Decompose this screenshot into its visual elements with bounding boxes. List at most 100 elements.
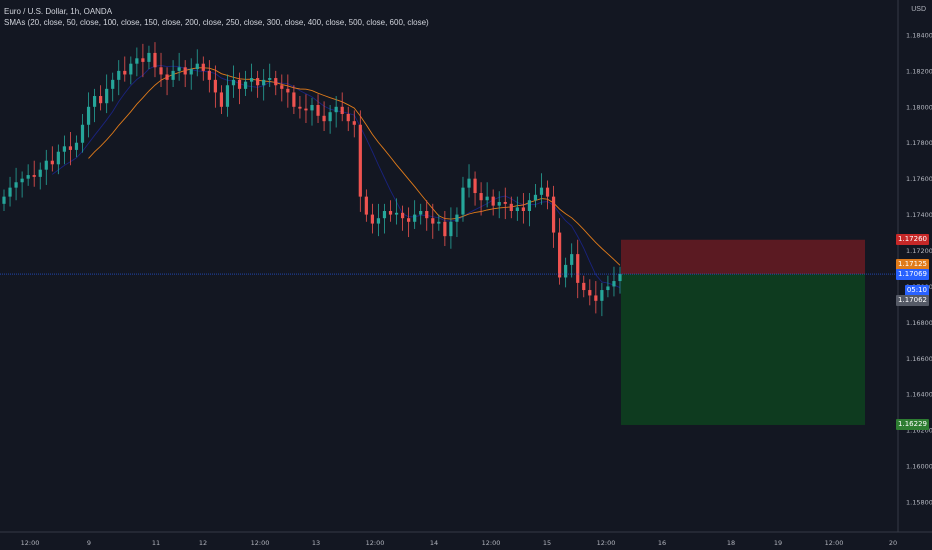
candle-body [262, 79, 266, 86]
candle-body [165, 74, 169, 80]
candle-body [256, 78, 260, 86]
candle-body [461, 187, 465, 215]
candle-body [370, 214, 374, 224]
time-tick: 15 [543, 539, 551, 547]
price-tick: 1.15800 [906, 499, 932, 507]
candle-body [62, 146, 66, 152]
candle-body [564, 264, 568, 278]
take-profit-zone [621, 274, 865, 425]
candle-body [201, 63, 205, 71]
candle-body [237, 79, 242, 89]
candle-body [99, 96, 103, 104]
candle-body [443, 221, 447, 237]
price-tick: 1.17200 [906, 247, 932, 255]
candle-body [135, 58, 139, 64]
candle-body [225, 85, 230, 107]
candle-body [86, 106, 91, 125]
candle-body [376, 218, 381, 224]
candle-body [123, 70, 127, 75]
candle-body [92, 96, 97, 107]
candle-body [497, 202, 501, 206]
candle-body [382, 211, 387, 219]
time-tick: 20 [889, 539, 897, 547]
price-tag[interactable]: 1.17062 [896, 295, 929, 307]
candle-body [521, 207, 525, 212]
price-tag[interactable]: 05:10 [904, 284, 929, 296]
candle-body [407, 218, 411, 222]
candle-body [159, 67, 163, 75]
price-tick: 1.16800 [906, 319, 932, 327]
candle-body [310, 105, 314, 111]
candle-body [213, 79, 217, 93]
candle-body [491, 196, 495, 206]
time-tick: 9 [87, 539, 91, 547]
candle-body [503, 202, 507, 204]
candle-body [44, 160, 48, 170]
candle-body [539, 187, 544, 195]
candle-body [322, 115, 326, 122]
candle-body [32, 175, 36, 177]
indicator-title[interactable]: SMAs (20, close, 50, close, 100, close, … [4, 18, 429, 27]
time-axis[interactable]: 12:00 9 11 12 12:00 13 12:00 14 12:00 15 12:00 16 18… [21, 539, 898, 547]
time-tick: 12:00 [597, 539, 616, 547]
price-tag[interactable]: 1.17069 [896, 268, 929, 280]
candle-body [171, 70, 175, 80]
time-tick: 12 [199, 539, 207, 547]
candle-body [479, 193, 483, 201]
candle-body [388, 211, 393, 215]
candle-body [129, 63, 133, 75]
candle-body [394, 212, 399, 215]
symbol-title[interactable]: Euro / U.S. Dollar, 1h, OANDA [4, 7, 113, 16]
sma-slow-line [88, 67, 621, 266]
price-tag[interactable]: 1.17125 [896, 258, 929, 270]
candle-body [582, 282, 586, 291]
candle-body [334, 106, 338, 113]
candle-body [328, 112, 332, 122]
time-tick: 16 [658, 539, 666, 547]
candle-body [2, 196, 6, 204]
candle-body [606, 286, 610, 291]
candle-body [400, 212, 405, 219]
price-tick: 1.16600 [906, 355, 932, 363]
candle-body [431, 218, 435, 224]
candle-body [74, 142, 79, 150]
candle-body [14, 182, 18, 188]
time-tick: 11 [152, 539, 160, 547]
candle-body [105, 88, 109, 104]
candle-body [588, 290, 592, 296]
price-tag[interactable]: 1.17260 [896, 234, 929, 246]
stop-loss-zone [621, 239, 865, 275]
candle-body [340, 106, 344, 114]
candle-body [485, 196, 489, 201]
time-tick: 12:00 [21, 539, 40, 547]
candle-body [298, 106, 302, 109]
candle-body [147, 52, 151, 62]
candle-body [38, 169, 42, 177]
price-axis[interactable]: 1.15800 1.16000 1.16200 1.16400 1.16600 1.168… [906, 31, 932, 506]
candle-body [449, 221, 453, 237]
candle-body [364, 196, 368, 215]
candle-body [292, 92, 296, 107]
candle-body [473, 178, 477, 194]
candle-body [594, 295, 598, 301]
candle-body [177, 67, 181, 71]
price-tick: 1.18400 [906, 31, 932, 39]
candle-body [68, 146, 73, 150]
candle-body [250, 78, 254, 82]
candle-body [8, 187, 12, 197]
currency-label[interactable]: USD [911, 6, 926, 13]
time-tick: 12:00 [251, 539, 270, 547]
price-tick: 1.18200 [906, 67, 932, 75]
price-tag[interactable]: 1.16229 [896, 419, 929, 431]
candle-body [545, 187, 550, 197]
candle-body [437, 221, 441, 224]
candle-body [153, 52, 157, 68]
candle-body [183, 67, 187, 75]
time-tick: 18 [727, 539, 735, 547]
candle-body [56, 151, 60, 165]
candle-body [612, 281, 616, 287]
time-tick: 19 [774, 539, 782, 547]
candle-body [80, 124, 85, 143]
short-position-tool[interactable] [621, 239, 865, 425]
